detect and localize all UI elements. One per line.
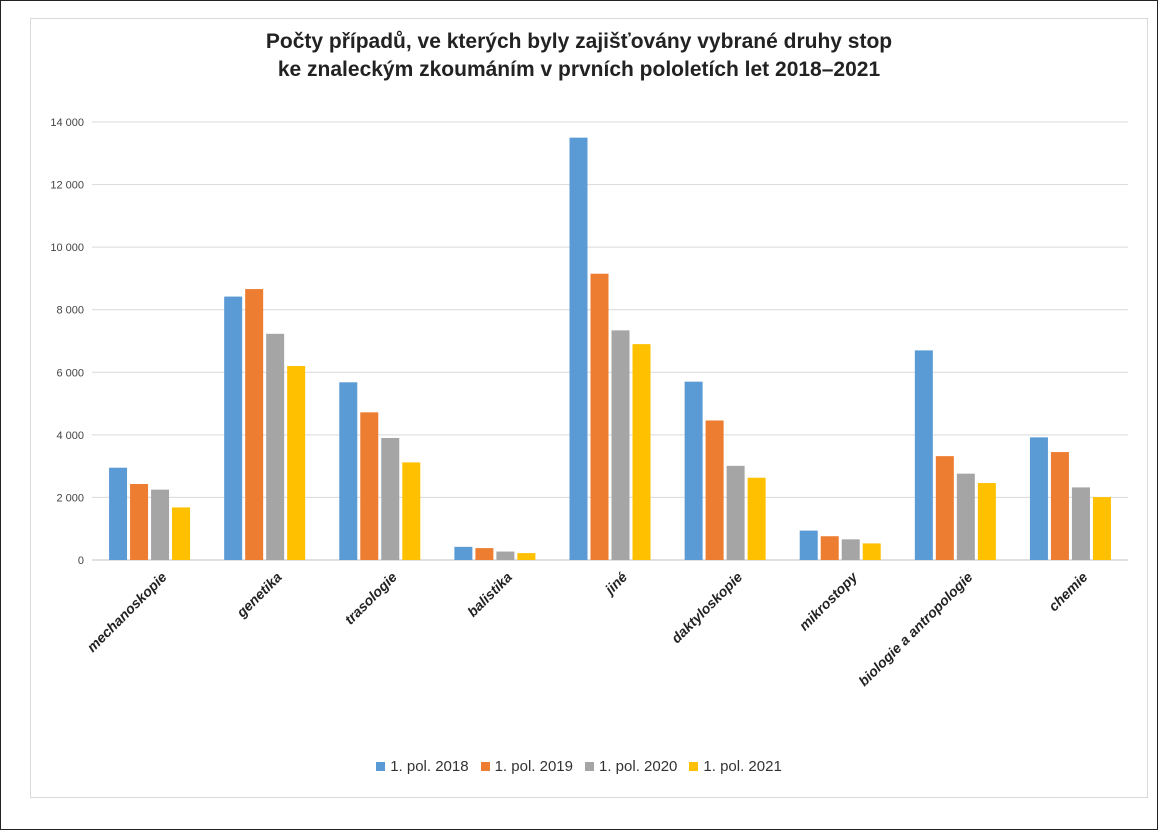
bar	[977, 483, 996, 560]
bar	[1029, 437, 1048, 560]
x-tick-label: trasologie	[341, 569, 400, 628]
legend-swatch	[376, 762, 386, 771]
chart-legend: 1. pol. 2018 1. pol. 2019 1. pol. 2020 1. p…	[0, 758, 1158, 775]
bar	[914, 350, 933, 560]
bar	[475, 548, 494, 560]
x-tick-label: daktyloskopie	[668, 569, 745, 646]
bar	[287, 366, 306, 560]
y-tick-label: 0	[78, 555, 84, 567]
bar	[224, 296, 243, 560]
bar	[454, 546, 473, 560]
bar	[747, 477, 766, 560]
bar	[339, 382, 358, 560]
bar	[109, 467, 128, 560]
bar	[611, 330, 630, 560]
bar	[266, 333, 285, 560]
bar	[820, 536, 839, 560]
y-tick-label: 8 000	[56, 305, 84, 317]
legend-entry: 1. pol. 2021	[689, 758, 782, 775]
x-tick-label: biologie a antropologie	[855, 569, 975, 689]
x-tick-label: balistika	[464, 569, 515, 620]
chart-title: Počty případů, ve kterých byly zajišťová…	[0, 28, 1158, 84]
legend-entry: 1. pol. 2019	[480, 758, 573, 775]
legend-entry: 1. pol. 2018	[376, 758, 469, 775]
chart-title-line-1: Počty případů, ve kterých byly zajišťová…	[265, 30, 893, 53]
legend-entry: 1. pol. 2020	[585, 758, 677, 775]
bar	[381, 437, 400, 560]
y-tick-label: 6 000	[56, 367, 84, 379]
x-tick-label: mechanoskopie	[84, 569, 170, 655]
bar	[517, 553, 536, 560]
y-tick-label: 12 000	[50, 180, 84, 192]
bar	[1071, 487, 1090, 560]
y-tick-label: 14 000	[50, 117, 84, 129]
legend-label: 1. pol. 2019	[494, 758, 573, 775]
bar	[705, 420, 724, 560]
legend-label: 1. pol. 2020	[599, 758, 678, 775]
y-tick-label: 4 000	[56, 430, 84, 442]
bar	[684, 381, 703, 560]
bar	[496, 551, 515, 560]
x-tick-label: chemie	[1045, 569, 1091, 615]
bar	[151, 489, 170, 560]
bar	[402, 462, 421, 560]
bar	[1050, 452, 1069, 560]
bar	[935, 456, 954, 560]
bar	[245, 289, 264, 560]
x-tick-label: mikrostopy	[796, 568, 862, 634]
y-tick-label: 10 000	[50, 242, 84, 254]
bar	[569, 137, 588, 560]
bar	[799, 530, 818, 560]
bar	[862, 543, 881, 560]
bar	[1092, 497, 1111, 560]
y-tick-label: 2 000	[56, 492, 84, 504]
legend-swatch	[689, 762, 699, 771]
bar	[726, 465, 745, 560]
bar	[632, 344, 651, 560]
bar	[130, 483, 149, 560]
bar	[956, 473, 975, 560]
chart-panel	[30, 18, 1148, 798]
chart-title-line-2: ke znaleckým zkoumáním v prvních pololet…	[277, 58, 881, 81]
bar	[360, 412, 379, 560]
bar	[590, 273, 609, 560]
x-tick-label: jiné	[600, 569, 630, 599]
bar	[172, 507, 191, 560]
legend-label: 1. pol. 2018	[390, 758, 469, 775]
bar	[841, 539, 860, 560]
legend-label: 1. pol. 2021	[703, 758, 782, 775]
legend-swatch	[585, 762, 594, 771]
legend-swatch	[480, 762, 490, 771]
x-tick-label: genetika	[233, 569, 285, 621]
